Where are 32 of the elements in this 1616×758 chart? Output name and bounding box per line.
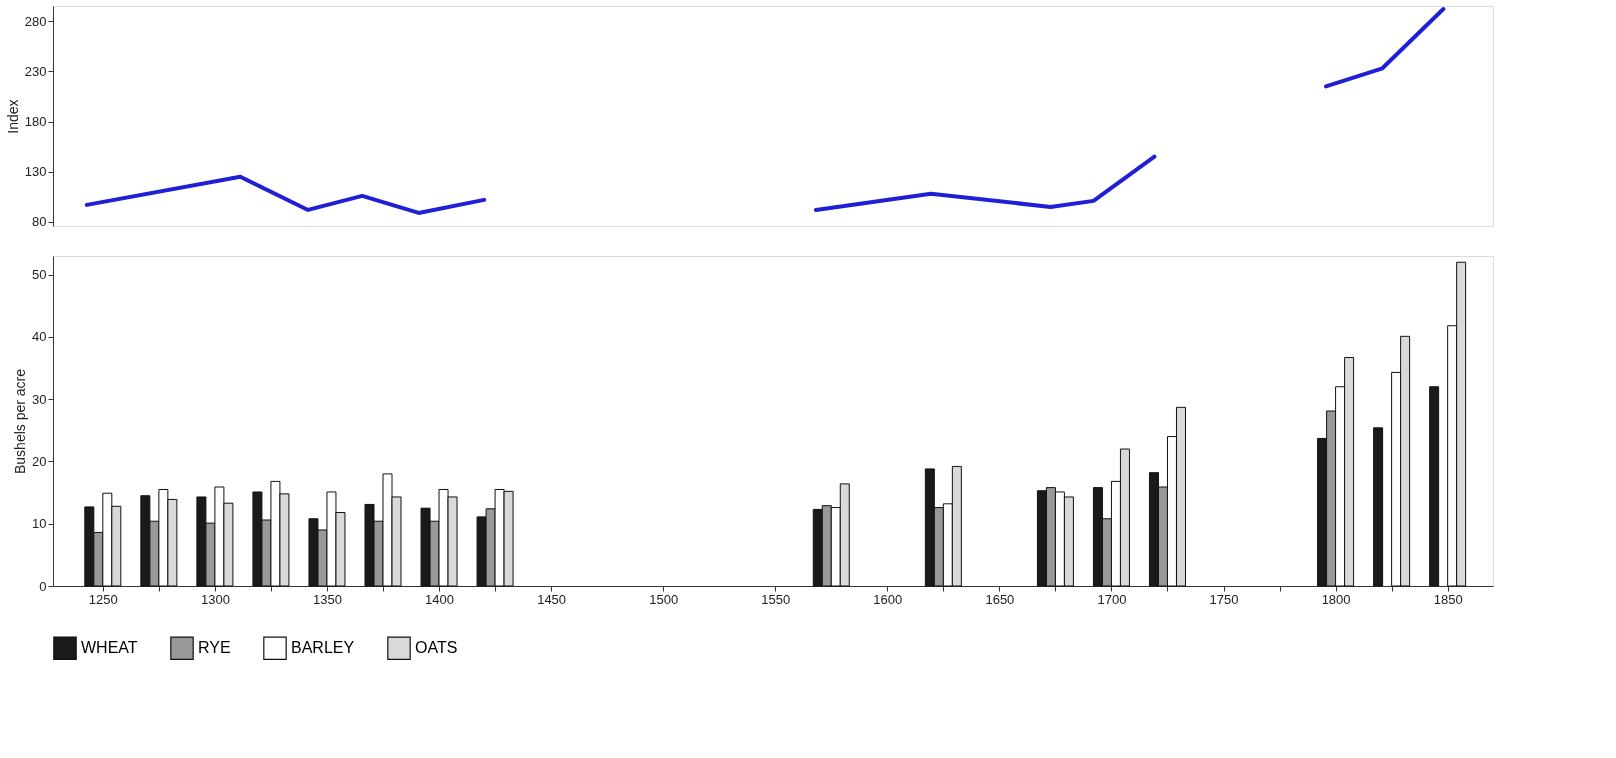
legend-label: RYE [198, 639, 231, 657]
legend-label: BARLEY [291, 639, 355, 657]
y-axis-title: Index [4, 99, 21, 134]
x-tick-label: 1800 [1321, 591, 1351, 607]
x-tick-label: 1700 [1097, 591, 1127, 607]
x-tick-label: 1350 [313, 591, 342, 607]
x-tick-label: 1450 [537, 591, 567, 607]
x-tick-label: 1600 [873, 591, 903, 607]
y-tick-label: 20 [32, 453, 47, 469]
legend-label: WHEAT [81, 639, 138, 657]
y-tick-label: 10 [32, 516, 47, 532]
x-tick-label: 1500 [649, 591, 679, 607]
y-tick-label: 80 [32, 214, 47, 230]
y-tick-label: 280 [24, 13, 47, 29]
x-tick-label: 1750 [1209, 591, 1239, 607]
y-tick-label: 230 [24, 63, 47, 79]
x-tick-label: 1850 [1433, 591, 1463, 607]
y-axis-title: Bushels per acre [12, 368, 29, 475]
legend-label: OATS [415, 639, 458, 657]
x-tick-label: 1250 [88, 591, 118, 607]
x-tick-label: 1650 [985, 591, 1015, 607]
x-tick-label: 1550 [761, 591, 791, 607]
bar [1373, 427, 1384, 587]
y-tick-label: 30 [32, 391, 47, 407]
bar [1429, 386, 1440, 587]
x-tick-label: 1300 [200, 591, 230, 607]
y-tick-label: 0 [39, 578, 47, 594]
y-tick-label: 50 [32, 267, 47, 283]
y-tick-label: 180 [24, 114, 47, 130]
y-tick-label: 40 [32, 329, 47, 345]
x-tick-label: 1400 [425, 591, 454, 607]
y-tick-label: 130 [24, 164, 47, 180]
